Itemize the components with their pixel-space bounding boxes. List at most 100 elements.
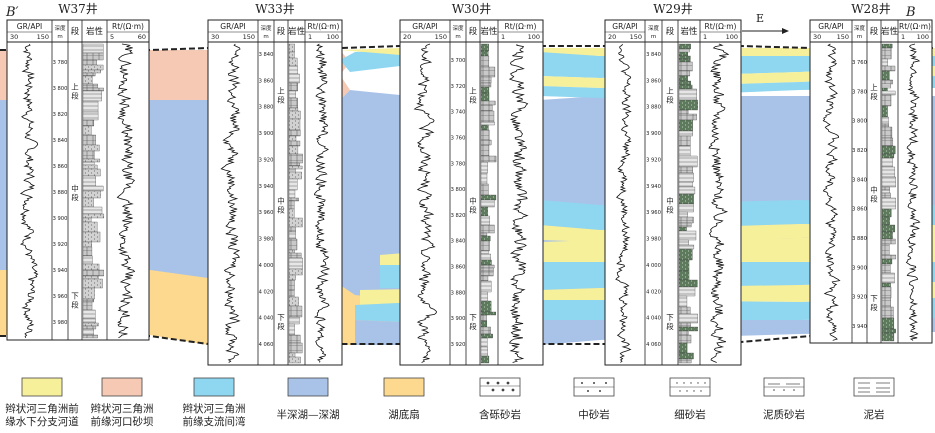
lithology-bed	[881, 216, 890, 226]
lithology-bed	[881, 224, 896, 233]
lithology-bed	[881, 297, 891, 308]
segment-label: 中	[277, 196, 285, 206]
gr-header: GR/API	[17, 22, 42, 31]
legend-swatch	[287, 377, 329, 397]
lithology-bed	[288, 82, 298, 92]
lithology-bed	[881, 272, 895, 284]
gr-range-min: 20	[608, 33, 616, 41]
depth-tick-label: 3 940	[646, 184, 661, 190]
lithology-bed	[288, 217, 303, 228]
lithology-bed	[480, 259, 492, 266]
rt-log-curve	[313, 43, 331, 363]
lithology-bed	[678, 286, 696, 297]
lithology-bed	[82, 64, 104, 71]
legend-item: 中砂岩	[573, 377, 615, 421]
segment-label: 下	[666, 313, 674, 322]
lithology-bed	[288, 65, 298, 75]
depth-tick-label: 3 840	[852, 177, 867, 183]
well-name: W37井	[58, 2, 98, 16]
lithology-bed	[881, 258, 893, 265]
lithology-bed	[288, 153, 303, 164]
lithology-bed	[82, 43, 104, 54]
lithology-bed	[288, 268, 303, 276]
segment-header: 段	[469, 26, 478, 37]
lithology-bed	[82, 255, 93, 265]
depth-tick-label: 3 740	[451, 110, 466, 116]
segment-label-suffix: 段	[71, 192, 79, 202]
legend-label: 辫状河三角洲前缘支流间湾	[183, 402, 246, 428]
lithology-bed	[678, 352, 694, 360]
lithology-bed	[881, 83, 892, 89]
depth-tick-label: 3 840	[451, 239, 466, 245]
legend-item: 泥岩	[853, 377, 895, 421]
lithology-bed	[480, 275, 489, 282]
rt-log-curve	[708, 43, 730, 363]
lithology-bed	[288, 226, 296, 233]
lithology-bed	[678, 313, 698, 324]
lithology-bed	[480, 121, 495, 126]
segment-label: 上	[71, 83, 79, 92]
lithology-bed	[881, 47, 892, 60]
lithology-bed	[288, 352, 296, 358]
legend-symbol	[574, 382, 614, 392]
gr-log-curve	[413, 43, 438, 363]
gr-range-min: 20	[403, 33, 411, 41]
lithology-bed	[678, 270, 690, 281]
lithology-bed	[82, 278, 103, 289]
legend-swatch	[479, 377, 521, 397]
depth-tick-label: 3 880	[451, 290, 466, 296]
lithology-bed	[82, 134, 96, 146]
lithology-bed	[678, 58, 691, 63]
lithology-bed	[288, 118, 301, 131]
depth-tick-label: 3 760	[451, 135, 466, 141]
well-name: W30井	[452, 2, 492, 16]
lithology-bed	[82, 90, 102, 102]
lithology-bed	[480, 291, 488, 302]
lithology-bed	[678, 75, 688, 82]
section-end-label: B	[905, 5, 916, 20]
lithology-bed	[288, 238, 298, 251]
depth-tick-label: 3 960	[646, 210, 661, 216]
rt-range-min: 1	[308, 33, 312, 41]
lithology-bed	[881, 197, 896, 210]
segment-label-suffix: 段	[469, 321, 477, 331]
legend-label: 泥质砂岩	[763, 408, 805, 421]
lithology-bed	[82, 72, 96, 77]
depth-tick-label: 3 940	[53, 268, 68, 274]
lithology-bed	[82, 190, 101, 199]
lithology-bed	[881, 90, 896, 96]
lithology-bed	[678, 259, 690, 272]
depth-tick-label: 4 000	[259, 263, 274, 269]
lithology-bed	[288, 249, 295, 254]
lithology-bed	[881, 126, 893, 139]
depth-header: 深度	[452, 24, 464, 32]
segment-label: 中	[870, 185, 878, 195]
lithology-bed	[82, 161, 95, 166]
well-1: W37井GR/API30 150深度m 段岩性Rt/(Ω·m)5 603 7803 8…	[6, 2, 150, 341]
depth-tick-label: 3 980	[53, 320, 68, 326]
depth-tick-label: 3 900	[451, 316, 466, 322]
lithology-bed	[480, 194, 497, 201]
lithology-bed	[480, 144, 490, 157]
gr-header: GR/API	[412, 22, 437, 31]
lithology-bed	[480, 267, 494, 273]
lithology-bed	[881, 238, 896, 245]
segment-label: 下	[870, 294, 878, 303]
lithology-bed	[678, 48, 690, 53]
lithology-bed	[82, 144, 100, 152]
lithology-bed	[480, 337, 488, 348]
lithology-bed	[288, 356, 301, 364]
segment-label: 下	[277, 313, 285, 322]
lithology-bed	[480, 55, 490, 68]
gr-range-max: 150	[837, 33, 849, 41]
lithology-bed	[678, 322, 691, 328]
lithology-bed	[678, 326, 698, 332]
depth-tick-label: 3 940	[259, 184, 274, 190]
well-frame	[399, 19, 544, 366]
segment-label-suffix: 段	[277, 205, 285, 215]
lithology-bed	[881, 282, 891, 288]
lithology-bed	[678, 109, 689, 115]
lithology-bed	[881, 137, 894, 147]
lithology-bed	[480, 43, 489, 52]
segment-label-suffix: 段	[71, 91, 79, 101]
